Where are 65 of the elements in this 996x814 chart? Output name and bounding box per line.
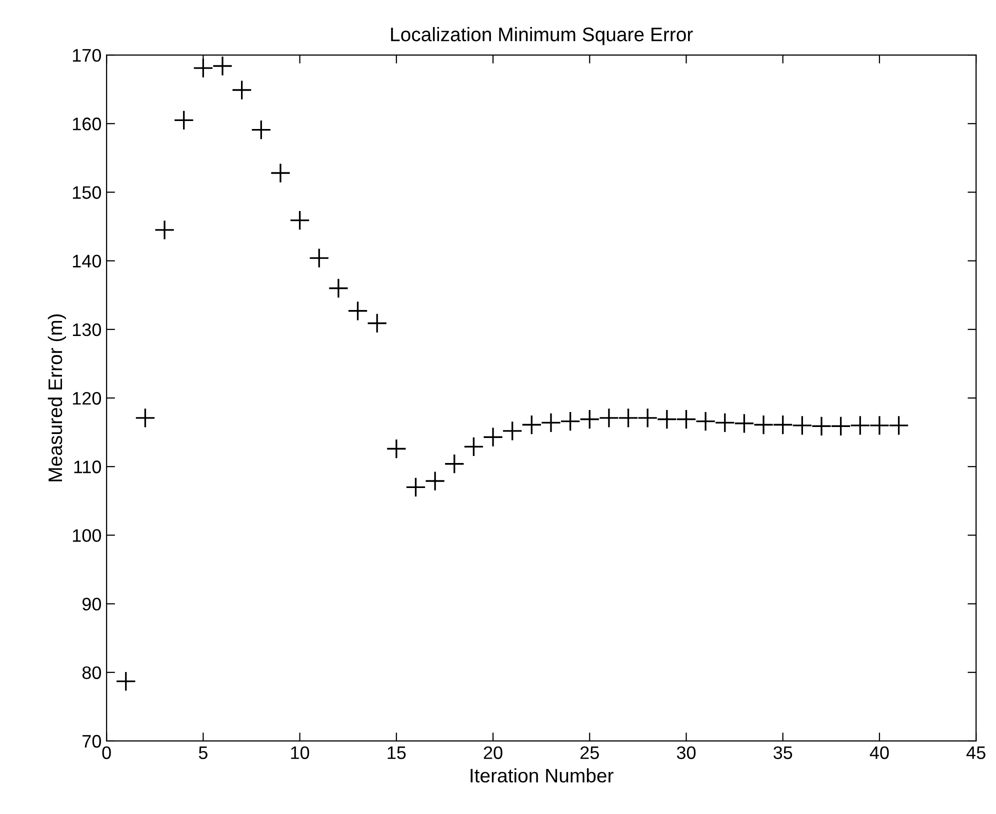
point (193, 58, 214, 78)
point (232, 80, 252, 100)
point (869, 415, 890, 436)
point (579, 409, 600, 430)
point (734, 413, 754, 434)
y-tick-label: 150 (72, 186, 102, 199)
x-tick-label: 40 (870, 746, 889, 760)
point (772, 414, 794, 435)
y-tick-label: 170 (72, 48, 102, 62)
point (656, 409, 678, 430)
x-tick-label: 30 (676, 746, 696, 760)
point (406, 477, 426, 498)
point (792, 415, 812, 436)
y-tick-label: 100 (72, 529, 102, 542)
point (135, 408, 156, 428)
chart-title: Localization Minimum Square Error (391, 27, 693, 46)
y-tick-label: 140 (72, 254, 102, 268)
point (695, 411, 716, 432)
point (212, 56, 233, 76)
x-tick-label: 5 (198, 746, 208, 760)
x-tick-label: 45 (966, 746, 986, 760)
point (154, 220, 175, 240)
point (424, 470, 446, 492)
y-tick-label: 110 (74, 460, 102, 474)
point (888, 415, 909, 436)
point (811, 416, 832, 436)
y-tick-label: 90 (82, 598, 102, 611)
point (290, 210, 310, 230)
point (348, 300, 368, 322)
x-axis-title: Iteration Number (470, 768, 614, 783)
point (308, 248, 330, 268)
y-tick-label: 160 (72, 118, 102, 130)
x-tick-label: 10 (291, 746, 310, 760)
point (464, 436, 484, 457)
y-tick-label: 80 (82, 666, 102, 680)
x-tick-label: 35 (774, 746, 792, 760)
point (366, 313, 388, 334)
x-tick-label: 20 (484, 746, 502, 760)
x-tick-label: 25 (580, 746, 599, 760)
point (328, 278, 349, 298)
point (502, 420, 522, 442)
point (637, 408, 658, 428)
point (753, 414, 774, 435)
x-tick-label: 15 (388, 746, 406, 760)
point (482, 426, 504, 448)
point (116, 671, 136, 692)
point (540, 412, 562, 433)
point (522, 414, 542, 435)
y-axis-title: Measured Error (m) (48, 314, 66, 482)
point (714, 412, 736, 433)
point (444, 454, 465, 474)
y-tick-label: 120 (72, 392, 102, 405)
point (560, 411, 580, 432)
y-tick-label: 130 (72, 323, 102, 336)
point (251, 120, 272, 140)
point (174, 110, 194, 130)
point (830, 416, 851, 436)
point (270, 162, 291, 184)
y-tick-label: 70 (82, 734, 102, 748)
point (850, 415, 870, 436)
point (598, 408, 620, 428)
point (676, 409, 696, 430)
point (618, 408, 638, 428)
x-tick-label: 0 (102, 746, 111, 760)
point (386, 438, 407, 459)
